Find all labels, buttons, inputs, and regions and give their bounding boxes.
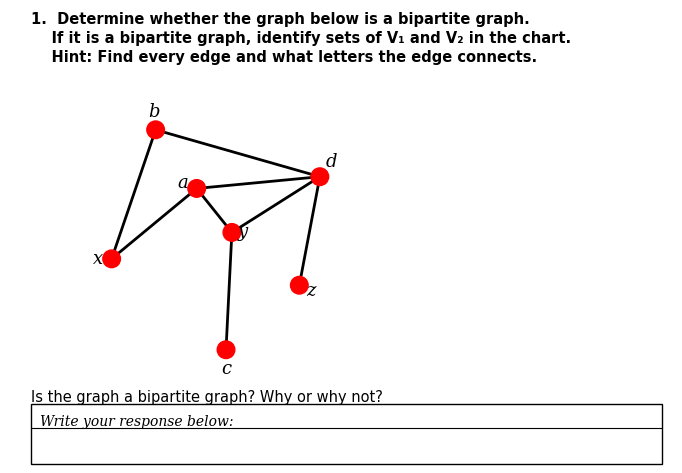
Circle shape xyxy=(103,250,121,268)
Text: a: a xyxy=(177,174,188,192)
Text: b: b xyxy=(149,103,160,121)
Circle shape xyxy=(291,276,308,294)
Circle shape xyxy=(188,180,205,197)
Text: y: y xyxy=(238,223,248,241)
Text: If it is a bipartite graph, identify sets of V₁ and V₂ in the chart.: If it is a bipartite graph, identify set… xyxy=(31,31,571,46)
Text: Write your response below:: Write your response below: xyxy=(40,415,234,429)
Text: c: c xyxy=(221,360,231,378)
Text: x: x xyxy=(93,250,104,268)
Text: Hint: Find every edge and what letters the edge connects.: Hint: Find every edge and what letters t… xyxy=(31,50,537,65)
Circle shape xyxy=(147,121,164,139)
Circle shape xyxy=(311,168,329,185)
Circle shape xyxy=(223,224,241,241)
Circle shape xyxy=(217,341,235,359)
Text: z: z xyxy=(306,282,315,300)
Text: d: d xyxy=(325,153,337,171)
Text: 1.  Determine whether the graph below is a bipartite graph.: 1. Determine whether the graph below is … xyxy=(31,12,529,27)
FancyBboxPatch shape xyxy=(31,404,662,464)
Text: Is the graph a bipartite graph? Why or why not?: Is the graph a bipartite graph? Why or w… xyxy=(31,390,383,405)
